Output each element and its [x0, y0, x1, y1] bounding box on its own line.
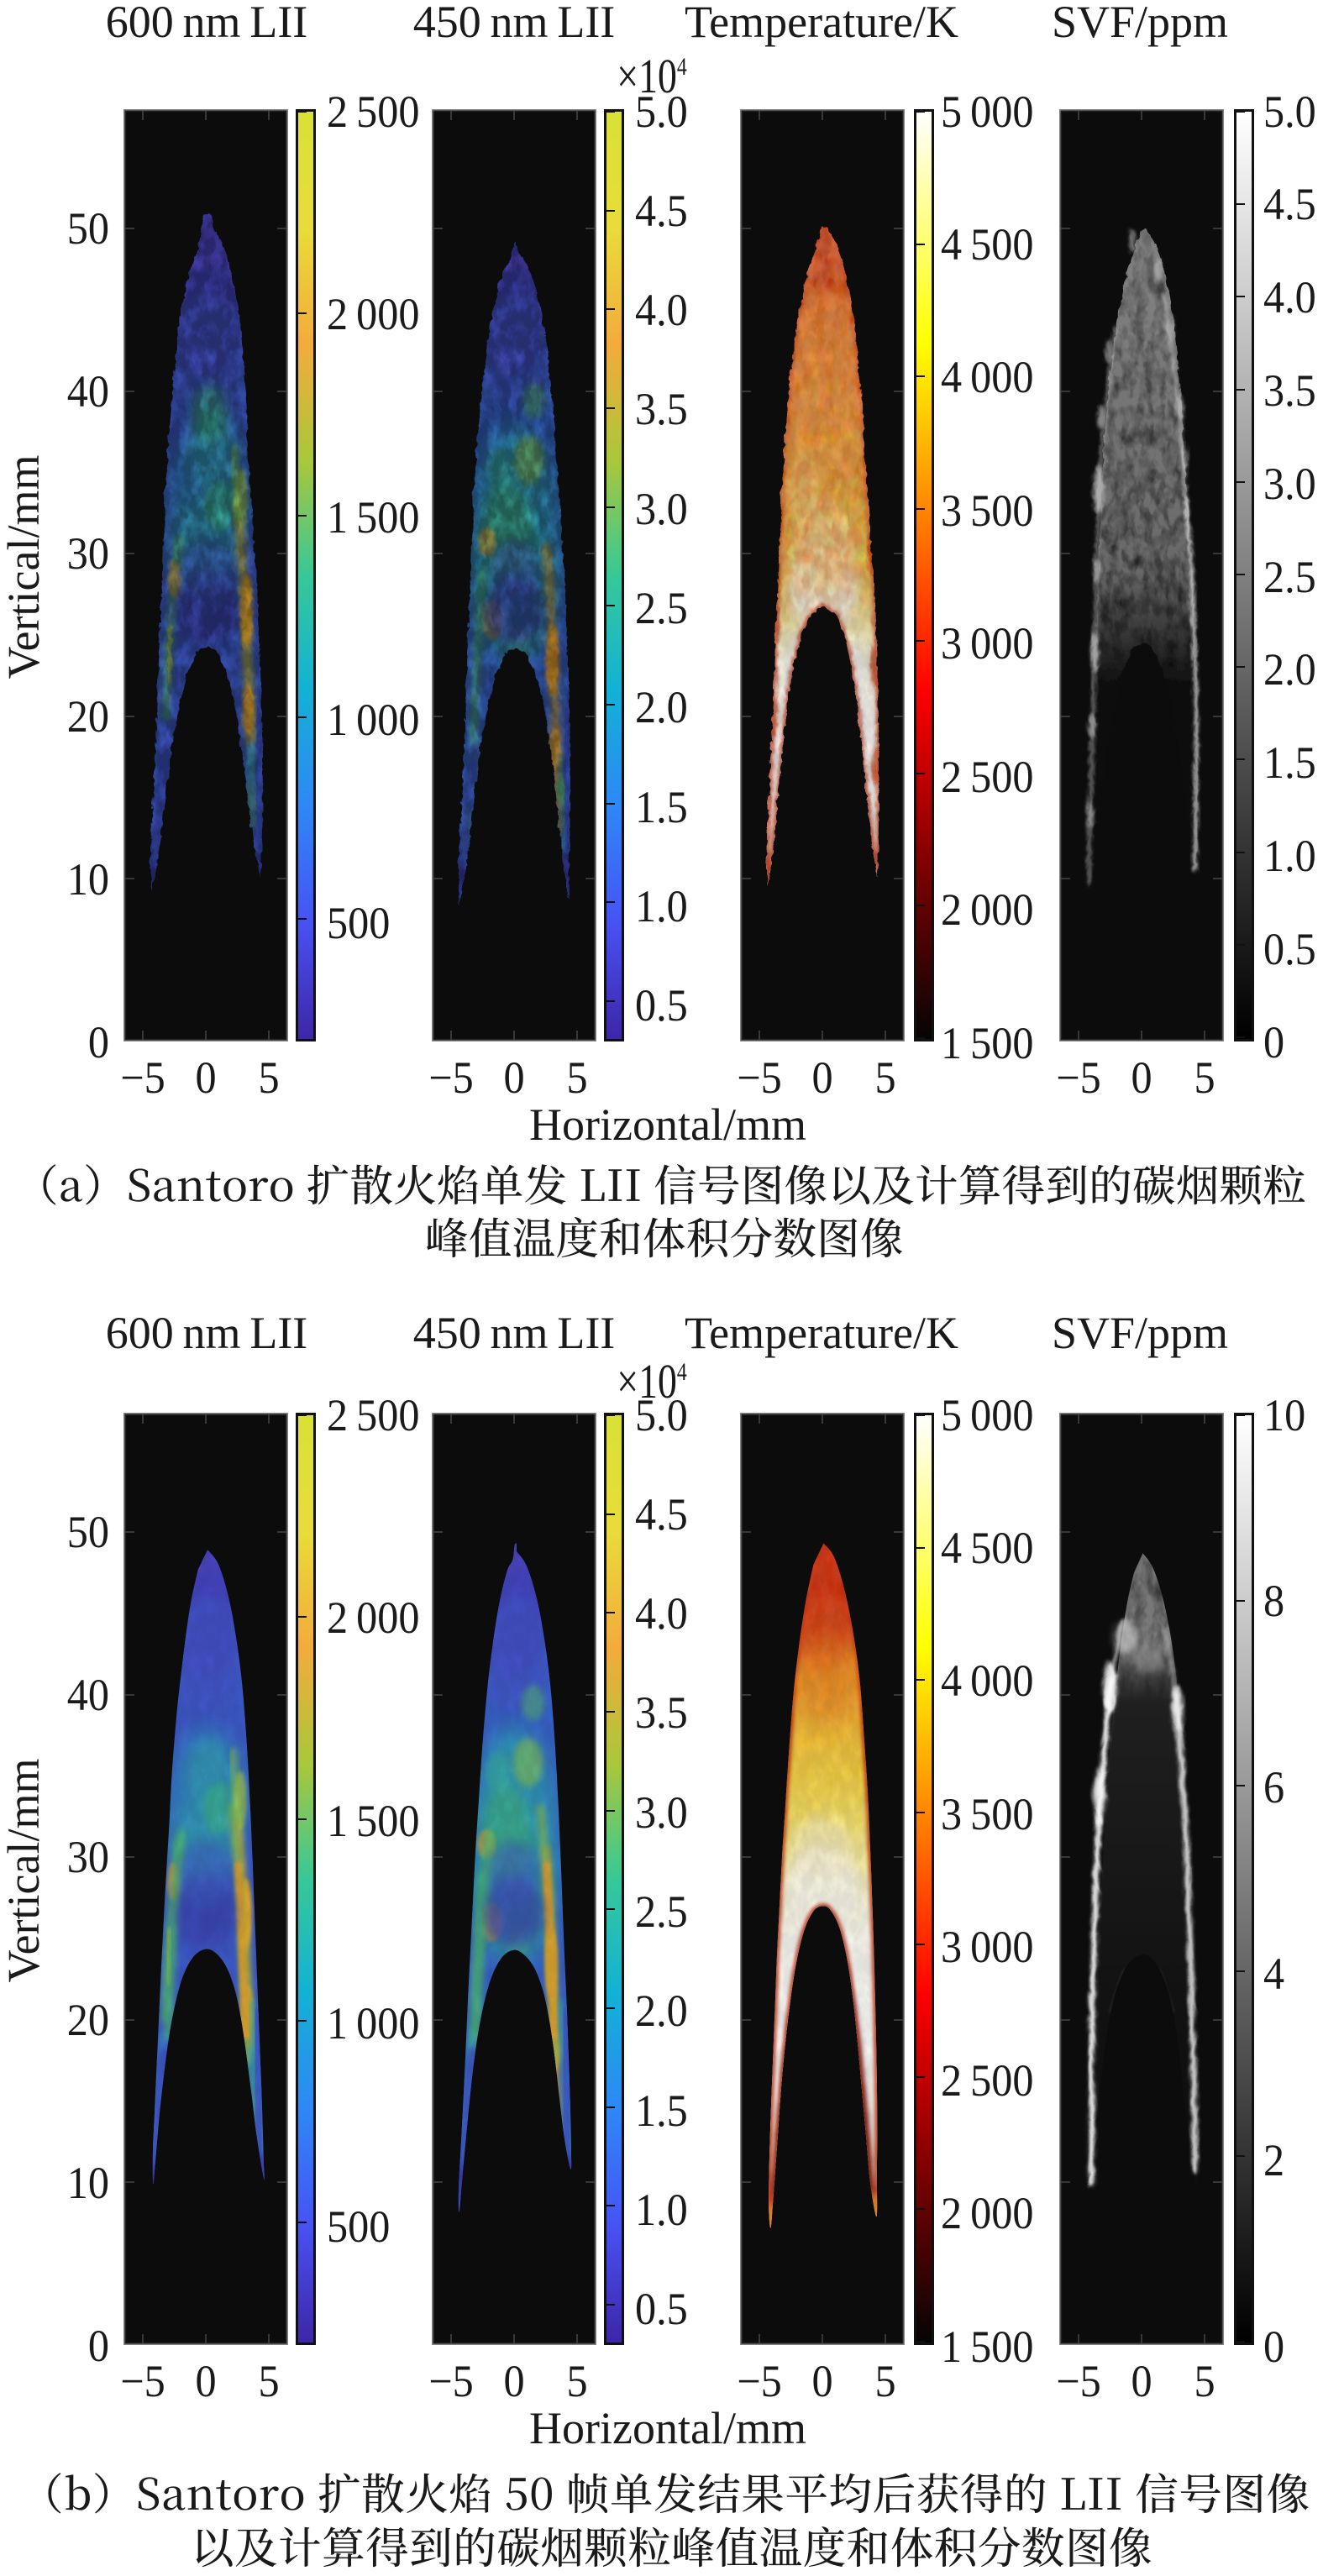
- svg-text:Vertical/mm: Vertical/mm: [0, 455, 49, 679]
- svg-text:Vertical/mm: Vertical/mm: [0, 1759, 49, 1983]
